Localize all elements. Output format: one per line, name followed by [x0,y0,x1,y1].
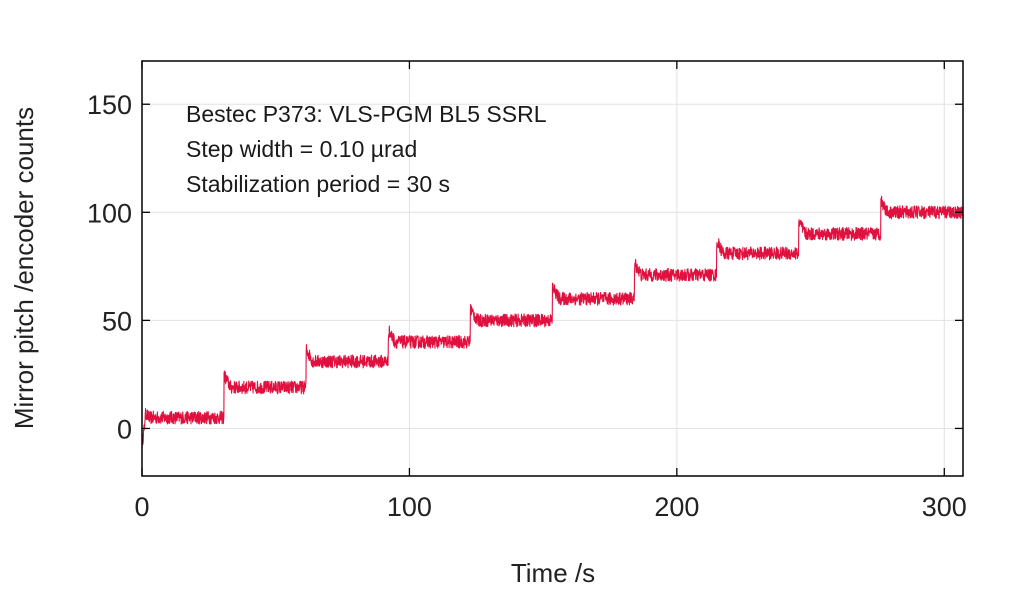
y-tick-label: 100 [87,198,132,228]
x-tick-label: 0 [134,492,149,522]
axis-ticks [141,61,963,476]
y-axis-title: Mirror pitch /encoder counts [9,107,39,429]
x-axis-title: Time /s [511,558,595,588]
annotation-line-2: Step width = 0.10 µrad [186,136,417,162]
tick-labels: 0 100 200 300 0 50 100 150 [87,90,967,522]
y-tick-label: 150 [87,90,132,120]
y-tick-label: 0 [117,414,132,444]
annotation-line-1: Bestec P373: VLS-PGM BL5 SSRL [186,101,547,127]
annotation-line-3: Stabilization period = 30 s [186,171,450,197]
x-tick-label: 300 [922,492,967,522]
plot-frame [141,60,964,477]
y-tick-label: 50 [102,306,132,336]
series-line-mirror-pitch [141,195,964,449]
x-tick-label: 200 [654,492,699,522]
x-tick-label: 100 [387,492,432,522]
